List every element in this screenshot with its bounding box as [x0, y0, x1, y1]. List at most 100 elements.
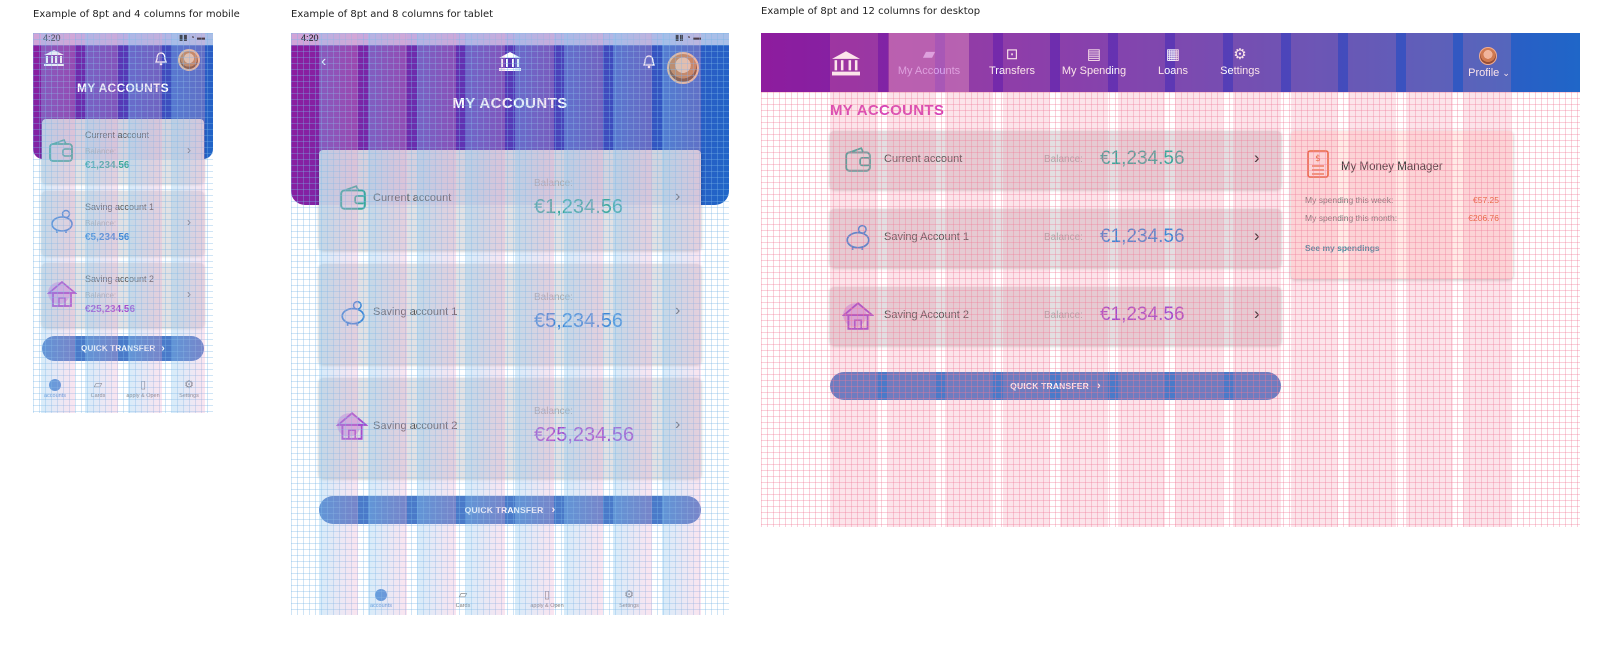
- receipt-dollar-icon: $: [1305, 149, 1331, 184]
- tab-label: Settings: [179, 393, 199, 399]
- chevron-right-icon[interactable]: ›: [1254, 226, 1260, 245]
- quick-transfer-button[interactable]: QUICK TRANSFER ›: [830, 372, 1281, 400]
- desktop-frame: ▰ My Accounts ⊡ Transfers ▤ My Spending …: [761, 33, 1580, 527]
- house-icon: [335, 410, 369, 447]
- tab-accounts[interactable]: accounts: [361, 589, 401, 609]
- account-balance: €5,234.56: [534, 310, 623, 332]
- tab-label: Settings: [619, 603, 639, 609]
- tablet-frame: 4:20 ▮▮ ◔ ▬ ‹ MY ACCOUNTS Current account…: [291, 33, 729, 615]
- money-icon: ⊡: [1005, 46, 1019, 63]
- bank-logo-icon[interactable]: [498, 51, 522, 73]
- status-icons: ▮▮ ◔ ▬: [674, 33, 701, 42]
- tab-cards[interactable]: ▱ Cards: [443, 589, 483, 609]
- bank-logo-icon[interactable]: [43, 49, 65, 67]
- chevron-right-icon[interactable]: ›: [675, 188, 681, 205]
- account-card-saving-2[interactable]: Saving account 2 Balance: €25,234.56 ›: [42, 263, 204, 327]
- bell-icon[interactable]: [155, 52, 167, 66]
- money-manager-card: $ My Money Manager My spending this week…: [1291, 131, 1513, 279]
- avatar[interactable]: [667, 52, 699, 84]
- tab-label: Cards: [455, 603, 471, 609]
- chevron-right-icon[interactable]: ›: [1254, 304, 1260, 323]
- account-balance: €1,234.56: [85, 160, 130, 171]
- quick-transfer-label: QUICK TRANSFER: [81, 344, 156, 353]
- tab-apply-open[interactable]: ▯ apply & Open: [525, 589, 569, 609]
- tab-cards[interactable]: ▱ Cards: [78, 379, 118, 399]
- avatar[interactable]: [178, 49, 200, 71]
- account-balance: €1,234.56: [1100, 304, 1185, 325]
- account-card-saving-1[interactable]: Saving Account 1 Balance: €1,234.56 ›: [830, 209, 1281, 267]
- profile-menu[interactable]: Profile ⌄: [1459, 67, 1519, 79]
- quick-transfer-button[interactable]: QUICK TRANSFER ›: [42, 336, 204, 361]
- gear-icon: ⚙: [184, 379, 194, 391]
- account-balance: €1,234.56: [1100, 148, 1185, 169]
- account-name: Current account: [85, 130, 150, 140]
- account-card-current[interactable]: Current account Balance: €1,234.56 ›: [42, 119, 204, 183]
- nav-transfers[interactable]: ⊡ Transfers: [977, 45, 1047, 77]
- account-balance: €1,234.56: [1100, 226, 1185, 247]
- back-chevron-icon[interactable]: ‹: [321, 53, 327, 70]
- balance-label: Balance:: [85, 291, 117, 300]
- chevron-right-icon: ›: [1096, 380, 1101, 392]
- nav-my-accounts[interactable]: [889, 33, 969, 92]
- account-card-saving-1[interactable]: Saving account 1 Balance: €5,234.56 ›: [42, 191, 204, 255]
- account-card-saving-2[interactable]: Saving account 2 Balance: €25,234.56 ›: [319, 378, 701, 478]
- balance-label: Balance:: [534, 292, 573, 303]
- wallet-icon: [48, 139, 74, 168]
- chevron-right-icon[interactable]: ›: [187, 143, 191, 157]
- spending-month-label: My spending this month:: [1305, 213, 1398, 223]
- gear-icon: ⚙: [1233, 46, 1247, 63]
- nav-loans[interactable]: ▦ Loans: [1143, 45, 1203, 77]
- status-bar: 4:20 ▮▮ ◔ ▬: [33, 33, 213, 45]
- chevron-right-icon[interactable]: ›: [1254, 148, 1260, 167]
- balance-label: Balance:: [534, 406, 573, 417]
- nav-label: My Accounts: [897, 65, 961, 77]
- nav-my-accounts-item[interactable]: ▰ My Accounts: [889, 45, 969, 77]
- chevron-right-icon: ›: [161, 343, 165, 354]
- house-icon: [841, 300, 875, 337]
- tab-settings[interactable]: ⚙ Settings: [169, 379, 209, 399]
- avatar[interactable]: [1479, 47, 1497, 65]
- status-time: 4:20: [301, 33, 319, 43]
- tab-label: apply & Open: [126, 393, 160, 399]
- receipt-icon: ▤: [1086, 46, 1102, 63]
- tab-settings[interactable]: ⚙ Settings: [609, 589, 649, 609]
- nav-my-spending[interactable]: ▤ My Spending: [1054, 45, 1134, 77]
- see-spendings-link[interactable]: See my spendings: [1305, 243, 1380, 253]
- account-card-current[interactable]: Current account Balance: €1,234.56 ›: [319, 150, 701, 250]
- page-title: MY ACCOUNTS: [77, 81, 169, 95]
- account-card-saving-1[interactable]: Saving account 1 Balance: €5,234.56 ›: [319, 264, 701, 364]
- bank-logo-icon[interactable]: [830, 50, 862, 78]
- mobile-frame: 4:20 ▮▮ ◔ ▬ MY ACCOUNTS Current account B…: [33, 33, 213, 413]
- nav-label: My Spending: [1061, 65, 1127, 77]
- tab-accounts[interactable]: accounts: [35, 379, 75, 399]
- bell-icon[interactable]: [643, 55, 655, 69]
- account-card-saving-2[interactable]: Saving Account 2 Balance: €1,234.56 ›: [830, 287, 1281, 345]
- wallet-icon: [339, 184, 367, 217]
- desktop-navbar: [761, 33, 1580, 92]
- house-icon: [46, 279, 78, 314]
- chevron-right-icon[interactable]: ›: [675, 416, 681, 433]
- chevron-right-icon[interactable]: ›: [187, 287, 191, 301]
- cards-icon: ▱: [458, 589, 468, 601]
- spending-week-value: €57.25: [1473, 195, 1499, 205]
- quick-transfer-label: QUICK TRANSFER: [464, 505, 544, 515]
- piggy-bank-icon: [49, 209, 75, 240]
- account-name: Saving account 2: [85, 274, 155, 284]
- chevron-right-icon: ›: [551, 504, 556, 516]
- balance-label: Balance:: [85, 219, 117, 228]
- account-card-current[interactable]: Current account Balance: €1,234.56 ›: [830, 131, 1281, 189]
- tab-apply-open[interactable]: ▯ apply & Open: [121, 379, 165, 399]
- door-icon: ▯: [543, 589, 551, 601]
- balance-label: Balance:: [1044, 232, 1083, 243]
- nav-settings[interactable]: ⚙ Settings: [1209, 45, 1271, 77]
- chevron-right-icon[interactable]: ›: [187, 215, 191, 229]
- tab-label: apply & Open: [530, 603, 564, 609]
- balance-label: Balance:: [1044, 154, 1083, 165]
- cards-icon: ▰: [922, 46, 936, 63]
- quick-transfer-button[interactable]: QUICK TRANSFER ›: [319, 496, 701, 524]
- quick-transfer-label: QUICK TRANSFER: [1010, 381, 1089, 391]
- chevron-right-icon[interactable]: ›: [675, 302, 681, 319]
- balance-label: Balance:: [85, 147, 117, 156]
- spending-month-value: €206.76: [1468, 213, 1499, 223]
- mobile-caption: Example of 8pt and 4 columns for mobile: [33, 9, 240, 20]
